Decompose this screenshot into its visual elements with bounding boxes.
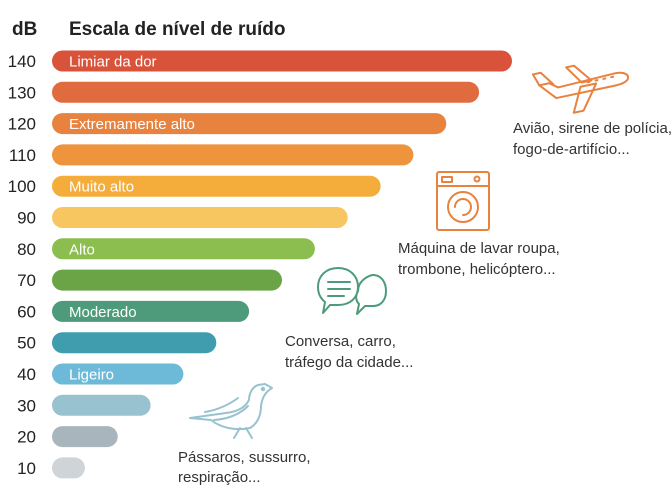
bar-110: [52, 144, 414, 166]
bar-labels-group: Limiar da dor Extremamente alto Muito alto…: [69, 54, 195, 384]
tick-label-80: 80: [17, 240, 36, 259]
bar-120: [52, 113, 447, 135]
bar-label-80: Alto: [69, 241, 95, 258]
bar-70: [52, 269, 282, 291]
chart-title: Escala de nível de ruído: [69, 19, 285, 40]
bar-140: [52, 50, 512, 72]
bar-80: [52, 238, 315, 260]
bar-label-140: Limiar da dor: [69, 54, 157, 71]
tick-label-60: 60: [17, 302, 36, 321]
tick-label-70: 70: [17, 271, 36, 290]
chat-bubbles-icon: [317, 267, 387, 315]
bar-100: [52, 175, 381, 197]
bar-10: [52, 457, 85, 479]
tick-label-100: 100: [8, 177, 36, 196]
airplane-icon: [531, 64, 630, 114]
annotation-airplane-line2: fogo-de-artifício...: [513, 141, 630, 158]
annotation-chat-line2: tráfego da cidade...: [285, 354, 413, 371]
annotation-airplane-line1: Avião, sirene de polícia,: [513, 120, 671, 137]
tick-label-110: 110: [9, 146, 36, 165]
bird-icon: [189, 383, 273, 439]
bar-60: [52, 300, 250, 322]
bar-20: [52, 426, 118, 448]
tick-label-120: 120: [8, 115, 36, 134]
tick-label-20: 20: [17, 428, 36, 447]
bar-30: [52, 394, 151, 416]
bar-90: [52, 207, 348, 228]
tick-label-50: 50: [17, 334, 36, 353]
tick-label-90: 90: [17, 209, 36, 228]
bar-label-100: Muito alto: [69, 179, 134, 196]
bar-130: [52, 81, 480, 103]
unit-label: dB: [12, 19, 37, 40]
bar-40: [52, 363, 184, 385]
tick-label-140: 140: [8, 52, 36, 71]
annotation-chat-line1: Conversa, carro,: [285, 333, 396, 350]
annotation-washer-line1: Máquina de lavar roupa,: [398, 240, 560, 257]
bar-label-60: Moderado: [69, 304, 137, 321]
tick-label-130: 130: [8, 83, 36, 102]
washing-machine-icon: [436, 171, 490, 231]
tick-labels-group: 140 130 120 110 100 90 80 70 60 50 40 30 20 10: [8, 52, 36, 478]
tick-label-40: 40: [17, 365, 36, 384]
annotation-bird-line2: respiração...: [178, 469, 261, 486]
annotation-washer-line2: trombone, helicóptero...: [398, 261, 556, 278]
bar-label-40: Ligeiro: [69, 367, 114, 384]
bar-50: [52, 332, 217, 354]
tick-label-10: 10: [17, 459, 36, 478]
tick-label-30: 30: [17, 396, 36, 415]
annotation-bird-line1: Pássaros, sussurro,: [178, 449, 311, 466]
bars-group: [52, 50, 512, 479]
bar-label-120: Extremamente alto: [69, 116, 195, 133]
